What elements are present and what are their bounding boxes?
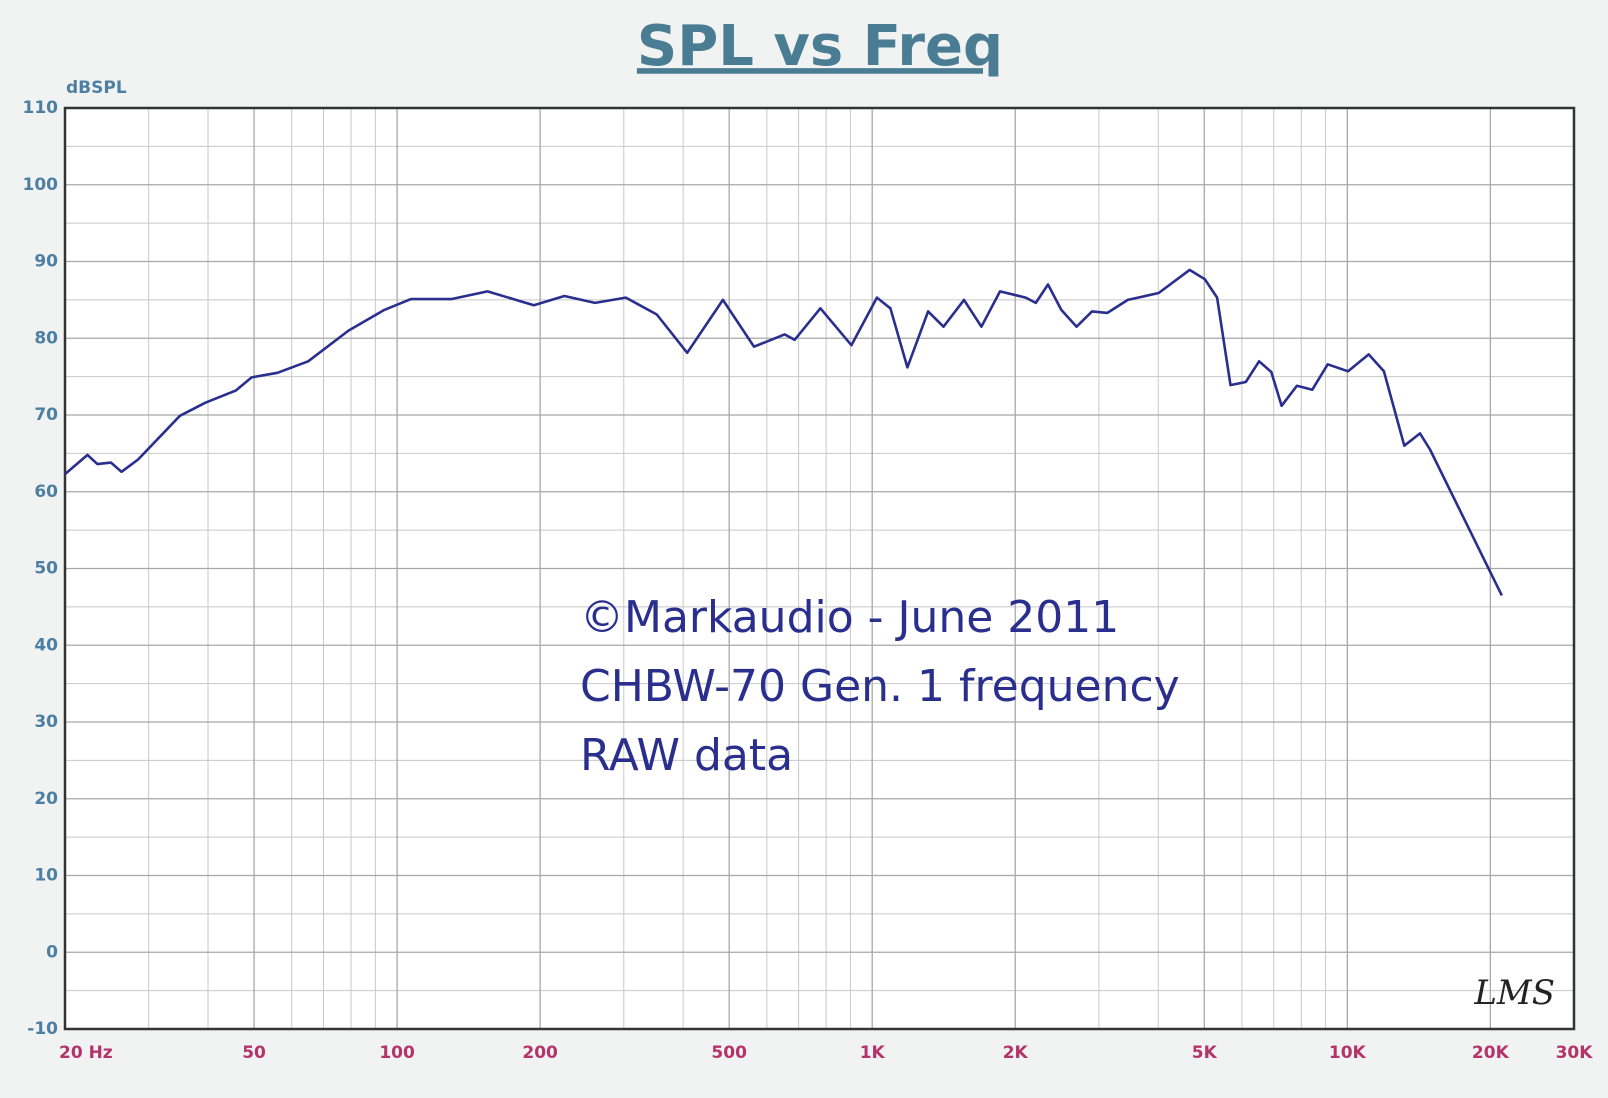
y-tick-label: 110 (23, 98, 59, 118)
y-tick-label: 100 (23, 175, 59, 195)
x-tick-label: 20K (1472, 1043, 1510, 1063)
chart-title: SPL vs Freq (637, 14, 1003, 79)
y-tick-label: 60 (34, 482, 58, 502)
y-tick-label: 0 (46, 942, 58, 962)
x-tick-label: 50 (242, 1043, 266, 1063)
plot-frame (63, 106, 1576, 1031)
y-tick-label: 30 (34, 712, 58, 732)
y-tick-label: 70 (34, 405, 58, 425)
x-tick-label: 5K (1192, 1043, 1218, 1063)
x-tick-label: 100 (379, 1043, 415, 1063)
y-tick-label: 20 (34, 789, 58, 809)
x-tick-label: 200 (522, 1043, 558, 1063)
y-tick-label: 50 (34, 559, 58, 579)
y-axis-label: dBSPL (66, 78, 127, 98)
annotation: CHBW-70 Gen. 1 frequency (580, 661, 1180, 712)
x-tick-label: 500 (711, 1043, 747, 1063)
y-tick-label: -10 (27, 1019, 58, 1039)
y-tick-label: 90 (34, 252, 58, 272)
x-tick-label: 1K (860, 1043, 886, 1063)
y-tick-label: 40 (34, 635, 58, 655)
y-tick-label: 80 (34, 328, 58, 348)
y-tick-label: 10 (34, 866, 58, 886)
annotation: ©Markaudio - June 2011 (580, 592, 1119, 643)
x-tick-label: 10K (1329, 1043, 1367, 1063)
annotation: RAW data (580, 730, 793, 781)
data-line (64, 268, 1503, 596)
x-tick-label: 2K (1003, 1043, 1029, 1063)
watermark: LMS (1473, 973, 1555, 1013)
x-tick-label: 30K (1556, 1043, 1594, 1063)
x-tick-label: 20 Hz (59, 1043, 113, 1063)
